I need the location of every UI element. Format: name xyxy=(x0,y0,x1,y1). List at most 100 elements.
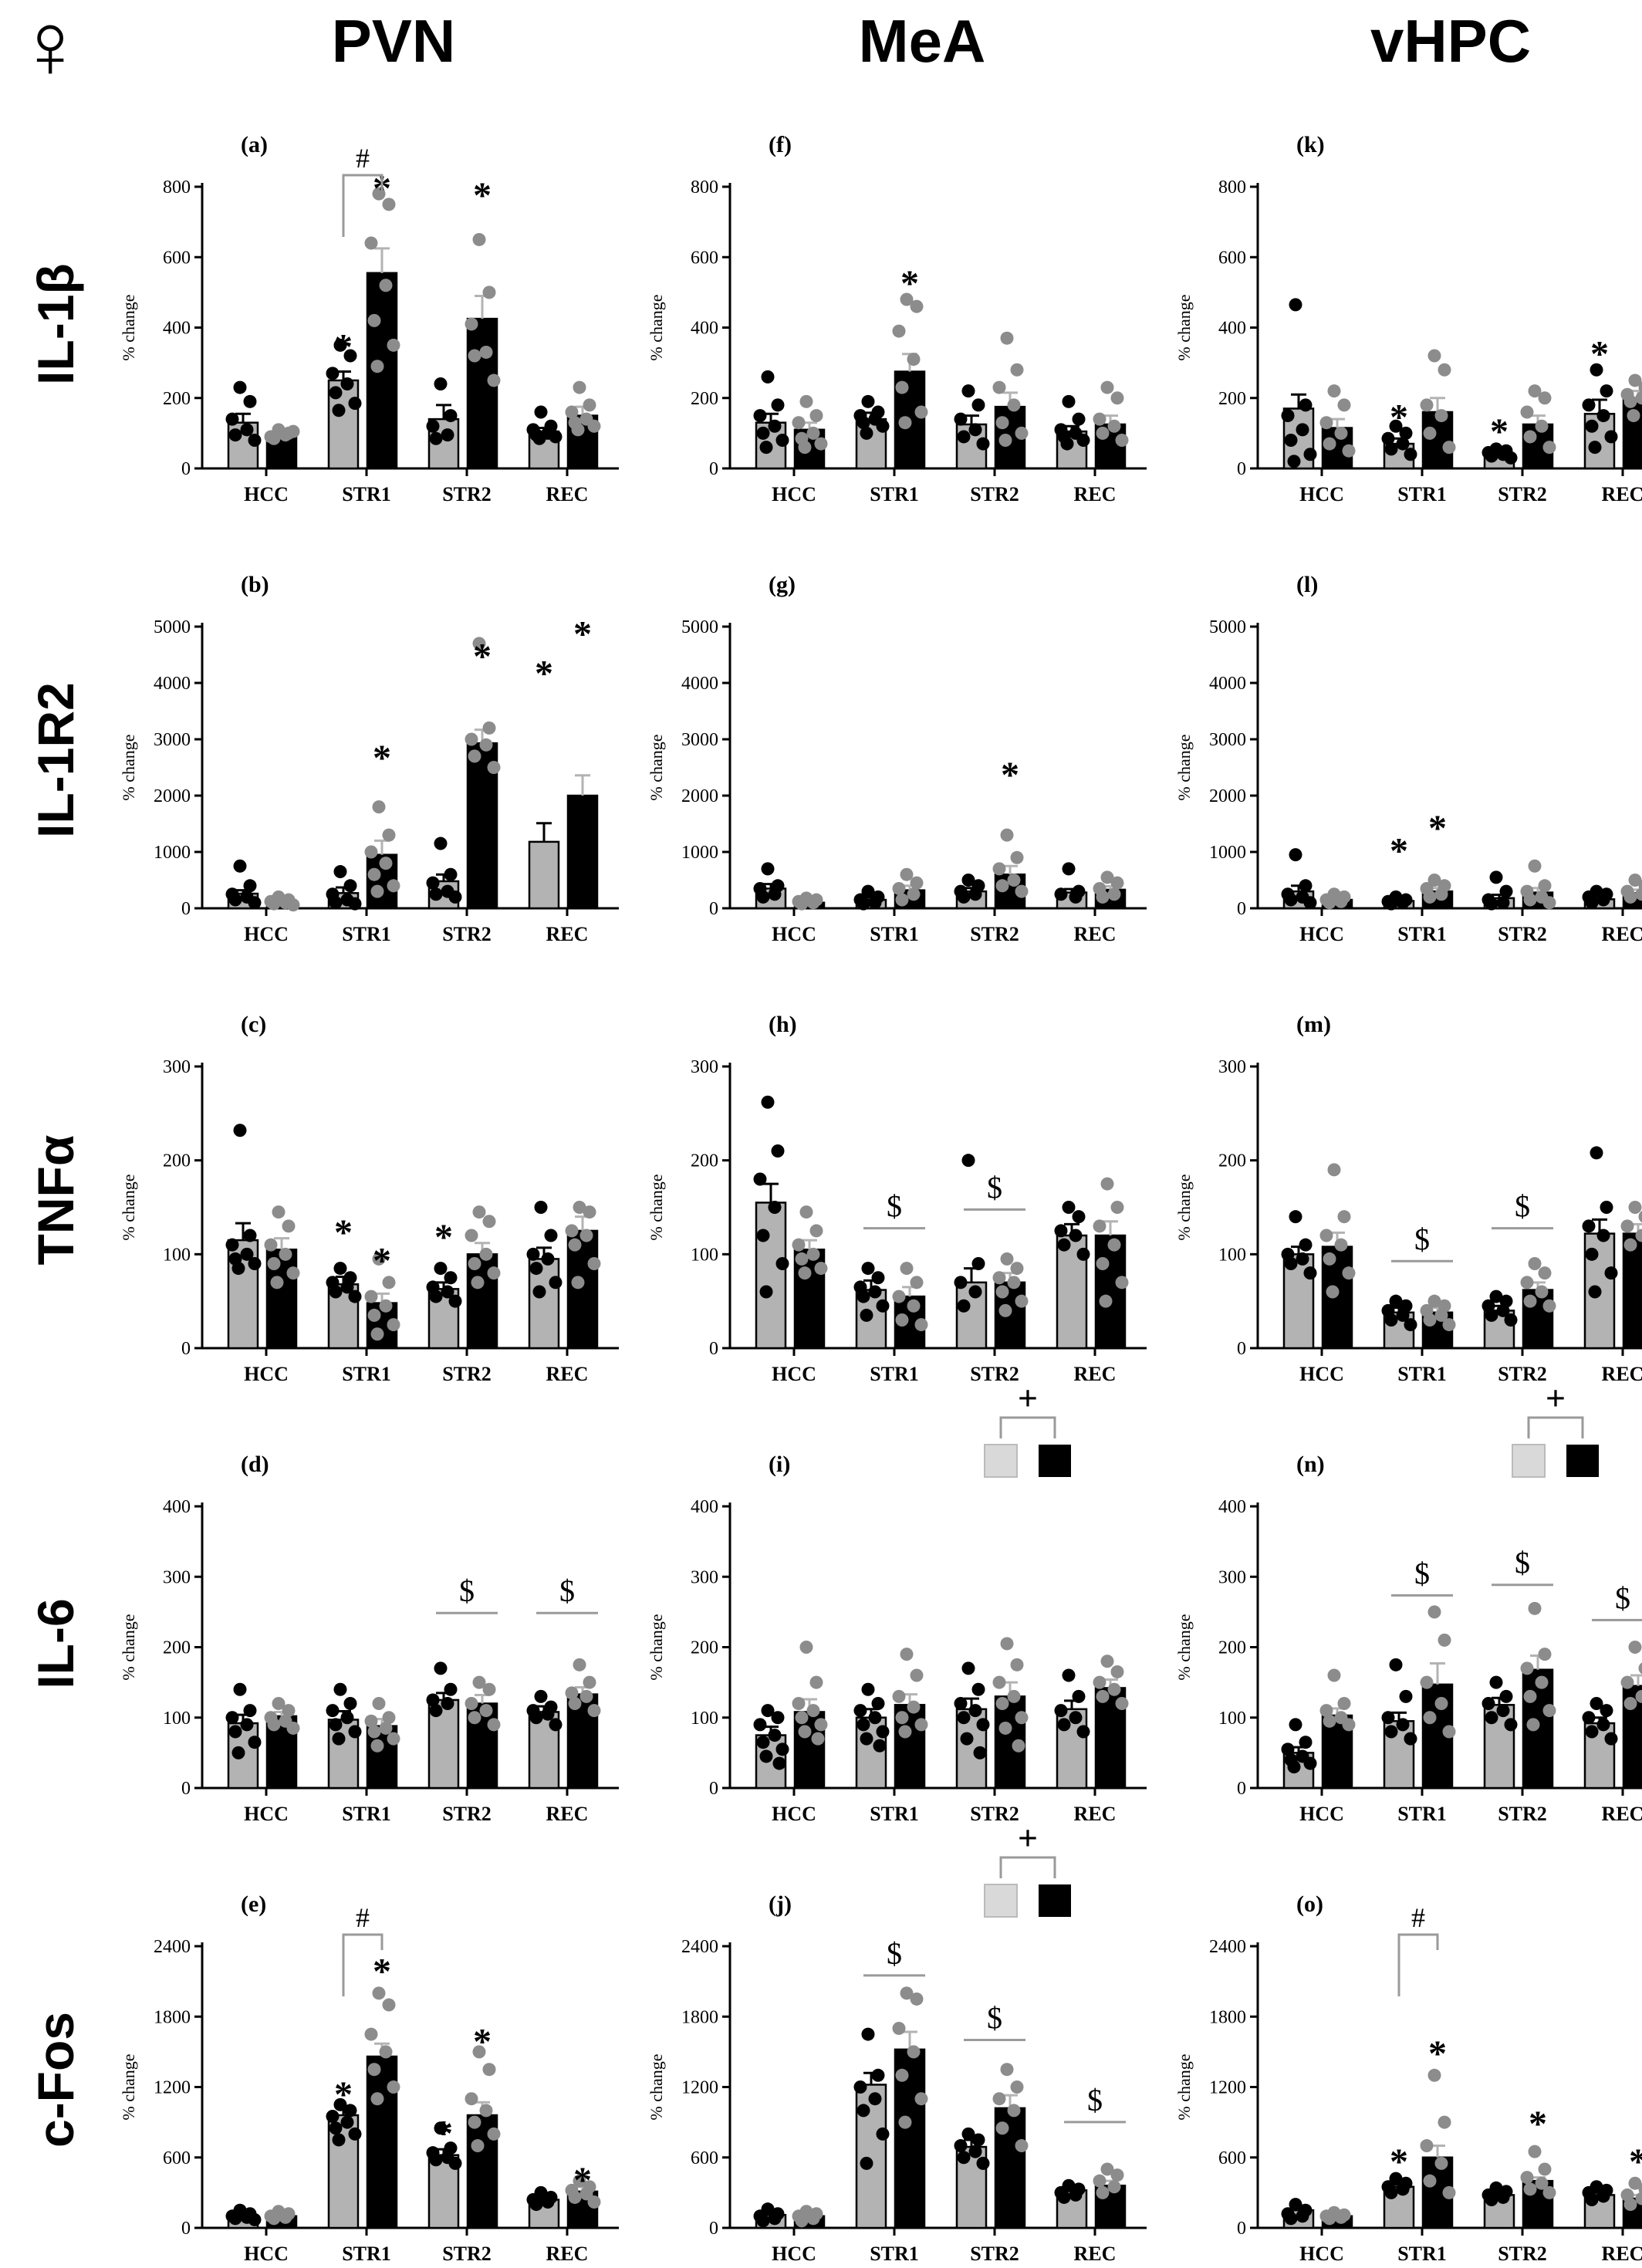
data-point xyxy=(1596,1718,1610,1732)
data-point xyxy=(1110,2168,1124,2182)
data-point xyxy=(1623,2198,1637,2212)
y-axis-label: % change xyxy=(119,1174,138,1240)
data-point xyxy=(364,1714,378,1728)
data-point xyxy=(856,1718,870,1732)
data-point xyxy=(471,2139,485,2153)
y-tick-label: 0 xyxy=(1237,459,1246,479)
data-point xyxy=(914,1318,928,1332)
significance-star: * xyxy=(1390,830,1408,871)
data-point xyxy=(1600,384,1613,398)
y-tick-label: 300 xyxy=(163,1567,191,1587)
data-point xyxy=(367,2063,381,2077)
data-point xyxy=(1299,879,1313,893)
data-point xyxy=(286,424,300,438)
data-point xyxy=(426,876,440,890)
data-point xyxy=(1289,2198,1302,2212)
data-point xyxy=(573,1658,586,1671)
significance-star: * xyxy=(1001,755,1019,796)
x-tick-label: REC xyxy=(1602,923,1642,945)
data-point xyxy=(1384,1313,1398,1327)
data-point xyxy=(448,890,462,904)
data-point xyxy=(1542,1299,1556,1313)
data-point xyxy=(1635,887,1642,901)
x-tick-label: STR2 xyxy=(1498,923,1547,945)
data-point xyxy=(387,1318,400,1332)
data-point xyxy=(1389,1658,1403,1671)
data-point xyxy=(759,441,773,455)
data-point xyxy=(243,1229,257,1242)
data-point xyxy=(465,2092,478,2106)
data-point xyxy=(1100,870,1114,884)
data-point xyxy=(429,2153,443,2167)
data-point xyxy=(1585,419,1599,433)
panel-label: (m) xyxy=(1296,1012,1331,1037)
hash-bracket xyxy=(342,1933,383,1996)
data-point xyxy=(809,409,823,423)
data-point xyxy=(1296,1252,1309,1266)
data-point xyxy=(1423,2174,1437,2188)
data-point xyxy=(1072,1210,1086,1224)
data-point xyxy=(233,859,247,873)
data-point xyxy=(587,1704,601,1718)
data-point xyxy=(753,409,767,423)
data-point xyxy=(753,1172,767,1186)
data-point xyxy=(1535,2176,1549,2190)
data-point xyxy=(957,1299,971,1313)
data-point xyxy=(868,896,882,910)
data-point xyxy=(1054,1704,1068,1718)
y-tick-label: 0 xyxy=(181,2219,191,2239)
data-point xyxy=(1585,896,1599,910)
data-point xyxy=(1099,1294,1113,1308)
data-point xyxy=(571,1276,585,1289)
data-point xyxy=(426,1693,440,1707)
dollar-annotation: $ xyxy=(559,1573,575,1608)
data-point xyxy=(343,1697,357,1710)
y-tick-label: 600 xyxy=(691,2148,718,2168)
data-point xyxy=(814,437,828,451)
data-point xyxy=(861,394,875,408)
significance-star: * xyxy=(1490,411,1509,452)
x-tick-label: REC xyxy=(1074,1803,1117,1825)
data-point xyxy=(1442,2185,1456,2199)
bar-dark xyxy=(1094,1234,1127,1350)
data-point xyxy=(795,897,809,911)
data-point xyxy=(1381,1711,1395,1725)
data-point xyxy=(1323,1252,1336,1266)
data-point xyxy=(892,1289,906,1303)
data-point xyxy=(1289,848,1302,862)
data-point xyxy=(1115,434,1129,447)
legend-bracket xyxy=(999,1856,1056,1878)
data-point xyxy=(1535,1675,1549,1689)
data-point xyxy=(429,1704,443,1718)
y-axis-label: % change xyxy=(647,2053,666,2120)
data-point xyxy=(468,2115,481,2129)
bar-dark xyxy=(566,1229,599,1350)
data-point xyxy=(429,431,443,445)
data-point xyxy=(387,1732,400,1746)
data-point xyxy=(1289,298,1302,312)
data-point xyxy=(1107,419,1121,433)
data-point xyxy=(811,1732,825,1746)
data-point xyxy=(326,1704,340,1718)
data-point xyxy=(895,893,909,907)
data-point xyxy=(1528,2145,1542,2158)
data-point xyxy=(1489,870,1503,884)
data-point xyxy=(332,2133,346,2147)
data-point xyxy=(1590,363,1603,377)
legend-box-dark xyxy=(1039,1884,1071,1917)
data-point xyxy=(992,862,1006,876)
data-point xyxy=(534,405,548,419)
data-point xyxy=(900,1262,914,1276)
data-point xyxy=(1381,431,1395,445)
data-point xyxy=(1635,1229,1642,1242)
data-point xyxy=(795,2214,809,2228)
data-point xyxy=(756,1736,770,1749)
data-point xyxy=(1323,896,1336,910)
data-point xyxy=(565,1224,579,1238)
significance-star: * xyxy=(1428,808,1447,849)
data-point xyxy=(482,1682,496,1696)
data-point xyxy=(565,1686,579,1700)
data-point xyxy=(441,1285,454,1299)
data-point xyxy=(1093,412,1106,426)
data-point xyxy=(282,1219,296,1233)
